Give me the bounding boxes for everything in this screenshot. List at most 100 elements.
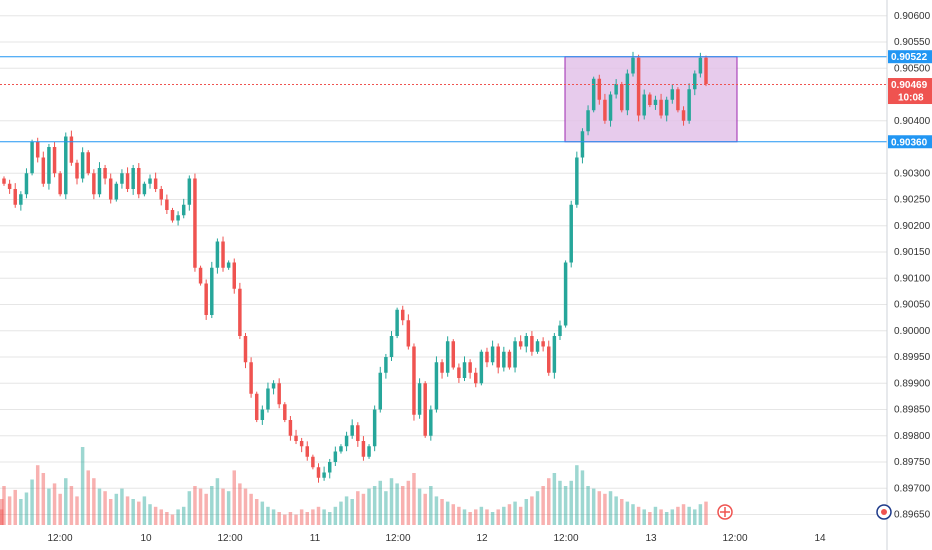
candle-body xyxy=(193,178,197,268)
volume-bar xyxy=(58,493,62,525)
candle-body xyxy=(502,351,506,368)
y-tick-label: 0.90150 xyxy=(894,247,931,258)
volume-bar xyxy=(97,488,102,525)
volume-bar xyxy=(395,483,399,525)
candle-body xyxy=(653,99,658,105)
flag-icon-small[interactable] xyxy=(717,504,733,520)
volume-bar xyxy=(35,465,40,525)
candle-body xyxy=(159,189,163,200)
y-tick-label: 0.90300 xyxy=(894,168,931,179)
candle-body xyxy=(586,110,590,132)
horizontal-lines[interactable] xyxy=(0,56,887,143)
y-tick-label: 0.89650 xyxy=(894,510,931,521)
candle-body xyxy=(288,420,293,436)
candle-body xyxy=(243,336,248,363)
candle-body xyxy=(693,73,697,90)
candle-body xyxy=(406,320,411,347)
volume-bar xyxy=(327,512,332,525)
volume-bar xyxy=(502,506,506,525)
candle-body xyxy=(535,341,540,352)
volume-bar xyxy=(2,486,6,525)
candle-body xyxy=(125,173,130,189)
volume-bar xyxy=(271,509,276,525)
y-tick-label: 0.89800 xyxy=(894,431,931,442)
volume-bar xyxy=(518,506,523,525)
x-tick-label: 12 xyxy=(476,533,488,544)
volume-bar xyxy=(636,506,641,525)
candle-body xyxy=(440,362,444,373)
volume-bar xyxy=(193,486,197,525)
candle-body xyxy=(294,435,298,441)
resistance-price-tag xyxy=(888,50,932,64)
candle-body xyxy=(552,336,557,373)
volume-bar xyxy=(558,480,562,525)
candle-body xyxy=(187,178,192,205)
volume-bar xyxy=(350,499,354,525)
candles xyxy=(2,51,708,483)
price-axis[interactable]: 0.90600 0.90550 0.90500 0.90400 0.90300 0.902… xyxy=(894,11,931,521)
candle-body xyxy=(266,388,270,410)
volume-bar xyxy=(283,514,287,525)
volume-bar xyxy=(266,506,270,525)
candle-body xyxy=(698,57,703,74)
candle-body xyxy=(30,141,34,174)
volume-bar xyxy=(153,506,158,525)
candle-body xyxy=(19,194,23,205)
candle-body xyxy=(474,372,478,384)
candle-body xyxy=(153,178,158,189)
candle-body xyxy=(148,178,152,184)
candle-body xyxy=(603,99,607,121)
volume-bar xyxy=(693,509,697,525)
volume-bar xyxy=(148,504,152,525)
price-tags: 0.90522 0.90469 10:08 0.90360 xyxy=(888,50,932,149)
volume-bar xyxy=(468,512,472,525)
volume-bar xyxy=(165,512,169,525)
volume-bar xyxy=(114,493,119,525)
candle-body xyxy=(198,267,203,284)
flag-icon-edge[interactable] xyxy=(876,504,892,520)
candle-body xyxy=(249,362,253,394)
candle-body xyxy=(395,309,399,336)
candle-body xyxy=(423,383,427,436)
x-tick-label: 13 xyxy=(645,533,657,544)
volume-bar xyxy=(187,491,192,525)
candle-body xyxy=(642,94,646,116)
volume-bar xyxy=(445,501,450,525)
candle-body xyxy=(507,351,512,368)
volume-bar xyxy=(221,488,225,525)
volume-bar xyxy=(547,478,551,525)
volume-bar xyxy=(260,501,265,525)
candle-body xyxy=(451,341,456,368)
candle-body xyxy=(170,210,175,221)
time-axis[interactable]: 12:00 10 12:00 11 12:00 12 12:00 13 12:00 14 xyxy=(47,533,826,544)
candle-body xyxy=(670,89,675,100)
candle-body xyxy=(681,110,686,121)
volume-bar xyxy=(648,512,652,525)
volume-bar xyxy=(698,504,703,525)
candle-body xyxy=(277,383,281,405)
candle-body xyxy=(445,341,450,373)
volume-bar xyxy=(631,504,635,525)
candle-body xyxy=(468,362,472,373)
candle-body xyxy=(384,357,388,373)
volume-bar xyxy=(181,506,186,525)
candle-body xyxy=(333,451,338,462)
candle-body xyxy=(215,241,220,268)
volume-bar xyxy=(103,491,107,525)
candle-body xyxy=(631,57,635,74)
volume-bars xyxy=(0,447,708,525)
volume-bar xyxy=(69,486,74,525)
candle-body xyxy=(580,131,585,158)
volume-bar xyxy=(614,496,618,525)
candle-body xyxy=(687,89,691,121)
candle-body xyxy=(165,199,169,210)
volume-bar xyxy=(277,512,281,525)
candle-body xyxy=(372,409,377,447)
volume-bar xyxy=(361,493,366,525)
volume-bar xyxy=(580,470,585,525)
candle-body xyxy=(547,346,551,373)
candle-body xyxy=(64,136,68,195)
candle-body xyxy=(558,325,562,336)
support-price-tag xyxy=(888,135,932,149)
